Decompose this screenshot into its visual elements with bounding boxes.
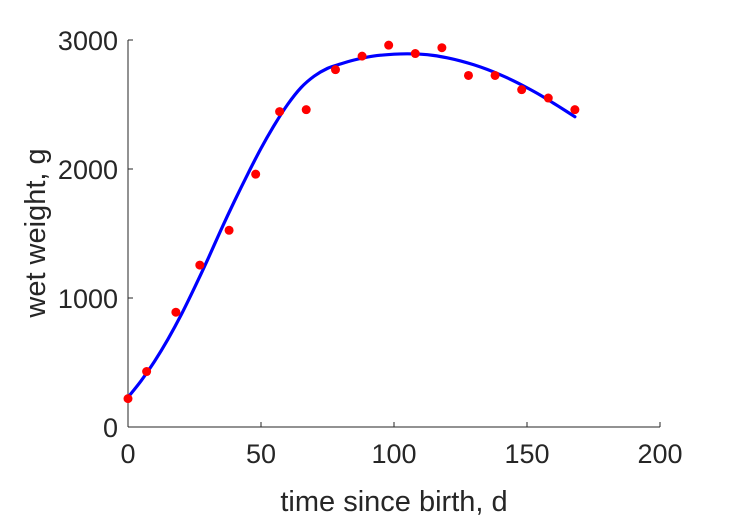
y-tick-label: 3000 <box>58 26 118 56</box>
fit-curve-layer <box>126 52 577 399</box>
fit-curve <box>126 52 577 399</box>
x-tick-label: 0 <box>120 439 135 469</box>
data-point <box>171 307 181 317</box>
data-point <box>195 260 205 270</box>
data-point <box>570 105 580 115</box>
axes <box>127 40 660 428</box>
y-tick-label: 1000 <box>58 284 118 314</box>
x-ticks: 0 50 100 150 200 <box>120 422 683 469</box>
data-point <box>437 43 447 53</box>
data-point <box>517 85 527 95</box>
y-tick-label: 0 <box>103 413 118 443</box>
data-points-layer <box>123 40 580 404</box>
data-point <box>357 51 367 61</box>
y-axis-label: wet weight, g <box>20 148 52 318</box>
data-point <box>463 70 473 80</box>
data-point <box>490 70 500 80</box>
data-point <box>384 40 394 50</box>
data-point <box>543 93 553 103</box>
data-point <box>251 169 261 179</box>
x-tick-label: 100 <box>371 439 416 469</box>
data-point <box>142 367 152 377</box>
y-tick-label: 2000 <box>58 155 118 185</box>
y-ticks: 0 1000 2000 3000 <box>58 26 133 443</box>
data-point <box>123 394 133 404</box>
data-point <box>410 49 420 59</box>
data-point <box>330 65 340 75</box>
x-axis-label: time since birth, d <box>280 486 507 518</box>
data-point <box>224 225 234 235</box>
x-tick-label: 200 <box>637 439 682 469</box>
data-point <box>301 105 311 115</box>
x-tick-label: 150 <box>504 439 549 469</box>
data-point <box>275 107 285 117</box>
x-tick-label: 50 <box>246 439 276 469</box>
